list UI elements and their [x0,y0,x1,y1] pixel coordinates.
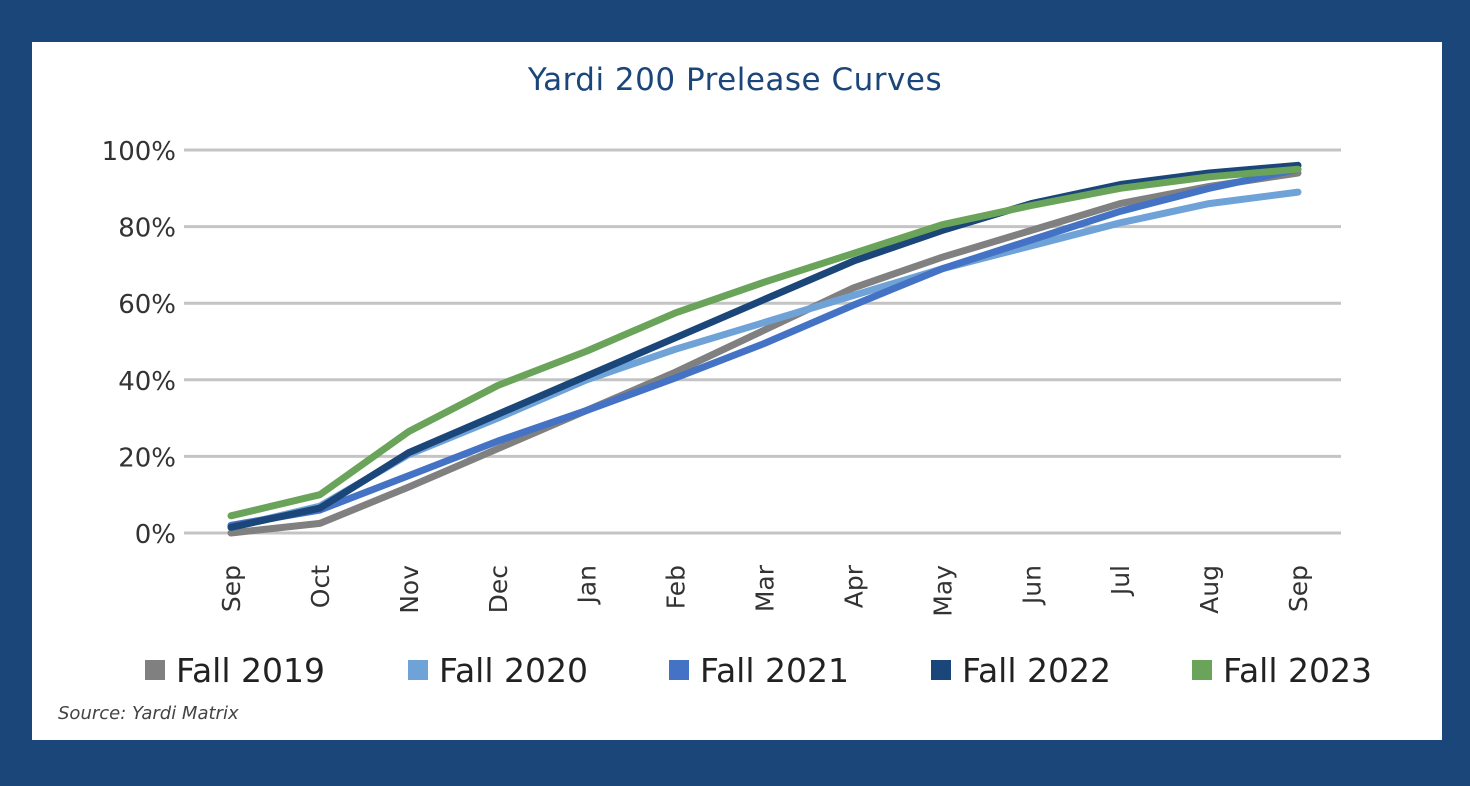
legend-label: Fall 2019 [176,651,325,690]
x-tick-label: Aug [1195,565,1224,614]
series-lines [227,161,1302,537]
x-tick-label: Sep [1284,565,1313,612]
x-tick-label: Oct [306,565,335,608]
y-tick-label: 20% [118,443,176,473]
y-tick-label: 0% [135,520,176,550]
x-tick-label: Jul [1106,565,1135,597]
y-tick-label: 60% [118,290,176,320]
legend-swatch [145,660,165,680]
legend-label: Fall 2020 [439,651,588,690]
series-line [227,169,1302,537]
source-note: Source: Yardi Matrix [58,703,239,724]
legend-label: Fall 2023 [1223,651,1372,690]
series-line [227,165,1302,529]
x-tick-label: Nov [395,565,424,614]
chart-title: Yardi 200 Prelease Curves [527,62,943,98]
x-tick-label: Jun [1017,565,1046,606]
x-tick-label: Mar [751,564,780,612]
y-axis-ticks: 0% 20% 40% 60% 80% 100% [102,137,176,550]
x-tick-label: Sep [217,565,246,612]
x-tick-label: Jan [573,565,602,606]
y-tick-label: 80% [118,214,176,244]
legend-label: Fall 2021 [700,651,849,690]
gridlines [184,148,1341,535]
legend-swatch [408,660,428,680]
series-line [227,188,1302,531]
series-line [227,161,1302,531]
legend-label: Fall 2022 [962,651,1111,690]
series-line [227,165,1302,520]
x-axis-ticks: Sep Oct Nov Dec Jan Feb Mar Apr May Jun Jul Aug Sep [217,564,1313,616]
x-tick-label: Feb [662,565,691,609]
y-tick-label: 40% [118,367,176,397]
chart-card [32,42,1442,740]
x-tick-label: Dec [484,565,513,613]
x-tick-label: May [928,565,957,617]
legend-swatch [1192,660,1212,680]
legend-swatch [669,660,689,680]
x-tick-label: Apr [839,564,868,608]
legend: Fall 2019 Fall 2020 Fall 2021 Fall 2022 Fall… [145,651,1372,690]
legend-swatch [931,660,951,680]
y-tick-label: 100% [102,137,176,167]
